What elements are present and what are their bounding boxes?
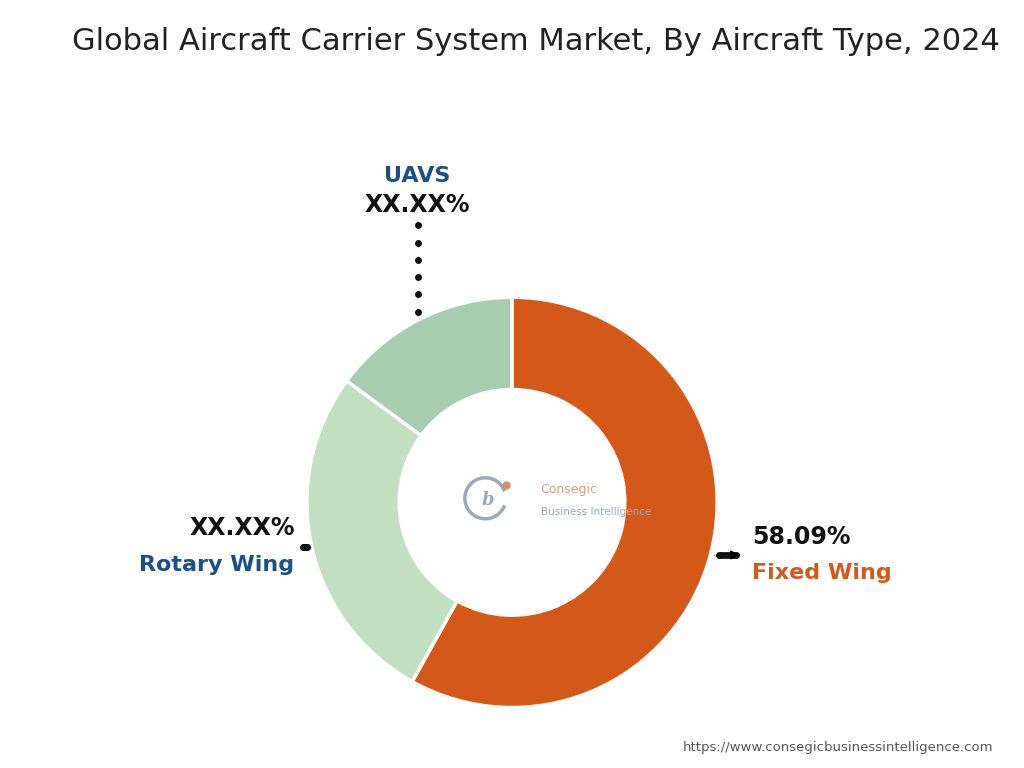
Wedge shape (413, 297, 717, 707)
Text: 58.09%: 58.09% (752, 525, 851, 548)
Text: b: b (481, 492, 494, 509)
Text: https://www.consegicbusinessintelligence.com: https://www.consegicbusinessintelligence… (683, 741, 993, 754)
Text: UAVS: UAVS (384, 166, 451, 186)
Circle shape (400, 391, 624, 614)
Text: XX.XX%: XX.XX% (365, 193, 470, 217)
Text: Rotary Wing: Rotary Wing (139, 555, 295, 575)
Text: Consegic: Consegic (541, 482, 598, 495)
Text: XX.XX%: XX.XX% (189, 516, 295, 541)
Text: Business Intelligence: Business Intelligence (541, 507, 651, 517)
Text: Fixed Wing: Fixed Wing (752, 564, 892, 584)
Wedge shape (347, 297, 512, 435)
Text: Global Aircraft Carrier System Market, By Aircraft Type, 2024: Global Aircraft Carrier System Market, B… (72, 27, 999, 56)
Wedge shape (307, 381, 457, 681)
